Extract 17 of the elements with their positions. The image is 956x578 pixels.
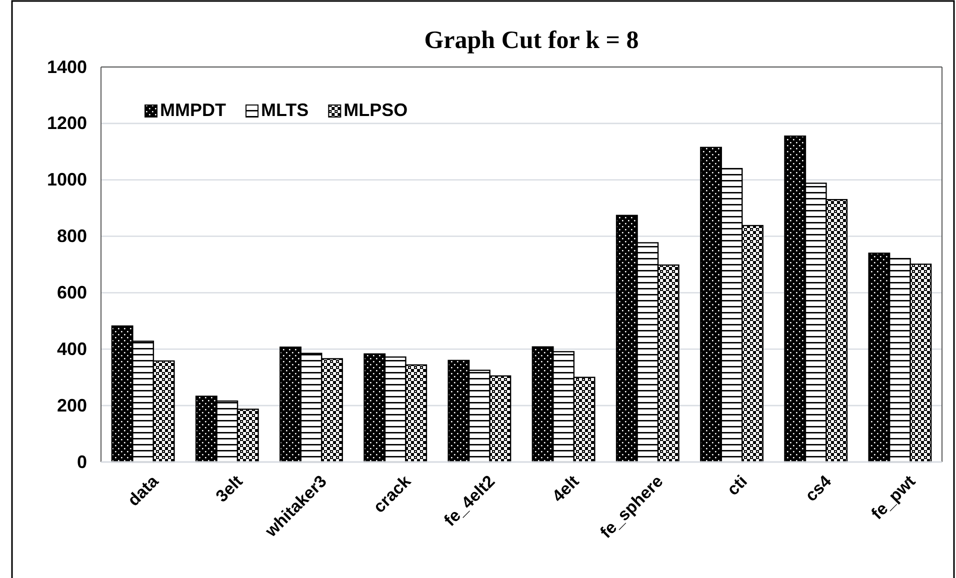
y-tick-label: 1400: [46, 56, 87, 77]
chart-title: Graph Cut for k = 8: [424, 27, 639, 54]
y-tick-label: 200: [56, 395, 87, 416]
x-tick-label: cs4: [802, 471, 836, 506]
x-tick-label: 4elt: [548, 471, 583, 506]
legend-label: MMPDT: [160, 100, 226, 120]
x-tick-label: 3elt: [212, 471, 247, 506]
legend-label: MLPSO: [344, 100, 408, 120]
y-tick-label: 1200: [46, 113, 87, 134]
legend-label: MLTS: [261, 100, 309, 120]
y-tick-label: 600: [56, 282, 87, 302]
x-tick-label: data: [124, 471, 163, 510]
x-tick-label: cti: [723, 472, 751, 500]
y-tick-label: 0: [76, 452, 87, 472]
y-tick-label: 800: [56, 226, 87, 246]
y-tick-label: 1000: [46, 170, 87, 190]
y-tick-label: 400: [56, 338, 87, 359]
